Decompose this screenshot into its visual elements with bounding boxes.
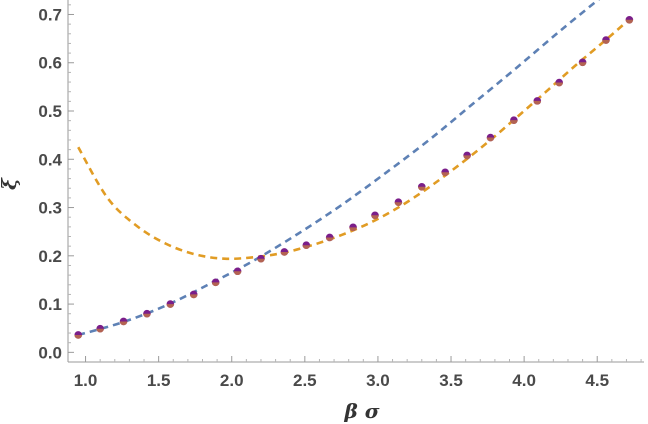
data-point (349, 223, 357, 232)
markers-layer (74, 15, 634, 339)
data-point-highlight (74, 334, 83, 339)
data-point-highlight (417, 186, 426, 191)
data-point (211, 278, 220, 287)
y-tick-label: 0.2 (38, 247, 62, 266)
data-point (143, 309, 151, 318)
x-tick-label: 4.5 (585, 371, 609, 390)
x-tick-label: 1.0 (74, 371, 98, 390)
y-tick-label: 0.0 (38, 343, 62, 362)
data-point-highlight (211, 282, 220, 287)
series-layer (77, 0, 631, 337)
data-point-highlight (578, 62, 587, 67)
data-point-highlight (555, 82, 564, 87)
y-tick-label: 0.6 (38, 54, 62, 73)
data-point (280, 248, 289, 256)
data-point (394, 198, 403, 207)
x-tick-label: 3.5 (439, 371, 463, 390)
data-point (578, 58, 587, 67)
data-point (257, 254, 265, 263)
series-0-line (77, 0, 601, 337)
data-point (625, 15, 634, 24)
data-point-highlight (510, 120, 518, 124)
data-point-highlight (233, 271, 242, 276)
x-tick-label: 2.5 (293, 371, 317, 390)
data-point-highlight (257, 258, 265, 263)
data-point-highlight (533, 100, 542, 105)
x-axis-label: β σ (344, 399, 380, 423)
data-point-highlight (486, 137, 495, 142)
series-1-line (77, 18, 631, 261)
data-point-highlight (325, 237, 334, 242)
y-tick-label: 0.1 (38, 295, 62, 314)
data-point (510, 116, 518, 124)
data-point (119, 317, 128, 326)
y-tick-label: 0.7 (38, 5, 62, 24)
data-point-highlight (302, 245, 311, 249)
data-point-highlight (349, 227, 357, 232)
data-point-highlight (371, 215, 379, 220)
x-tick-label: 3.0 (366, 371, 390, 390)
data-point-highlight (189, 294, 198, 299)
data-point-highlight (463, 155, 471, 160)
data-point (441, 168, 449, 177)
data-point (74, 331, 83, 339)
data-point (417, 182, 426, 191)
data-point-highlight (96, 328, 104, 333)
data-point (189, 290, 198, 299)
y-tick-label: 0.3 (38, 199, 62, 218)
axes (67, 0, 644, 363)
ticks: 1.0 1.5 2.0 2.5 3.0 3.5 4.0 4.5 0.0 0.1 0.2 0.3 0.4 0… (38, 4, 642, 390)
data-point (371, 211, 379, 220)
data-point-highlight (280, 251, 289, 256)
data-point (325, 233, 334, 242)
data-point-highlight (166, 304, 175, 308)
data-point-highlight (119, 321, 128, 326)
data-point (602, 36, 610, 44)
x-tick-label: 2.0 (220, 371, 244, 390)
data-point (555, 78, 564, 87)
data-point (166, 300, 175, 308)
data-point-highlight (143, 313, 151, 318)
data-point (233, 267, 242, 276)
y-tick-label: 0.4 (38, 150, 62, 169)
x-tick-label: 1.5 (147, 371, 171, 390)
data-point-highlight (602, 40, 610, 44)
data-point-highlight (625, 19, 634, 24)
y-axis-label: ξ (0, 177, 21, 190)
data-point (463, 151, 471, 160)
data-point-highlight (441, 172, 449, 177)
data-point (486, 133, 495, 142)
data-point (96, 324, 104, 333)
y-tick-label: 0.5 (38, 102, 62, 121)
x-tick-label: 4.0 (512, 371, 536, 390)
data-point (302, 241, 311, 249)
data-point (533, 97, 542, 105)
data-point-highlight (394, 202, 403, 207)
